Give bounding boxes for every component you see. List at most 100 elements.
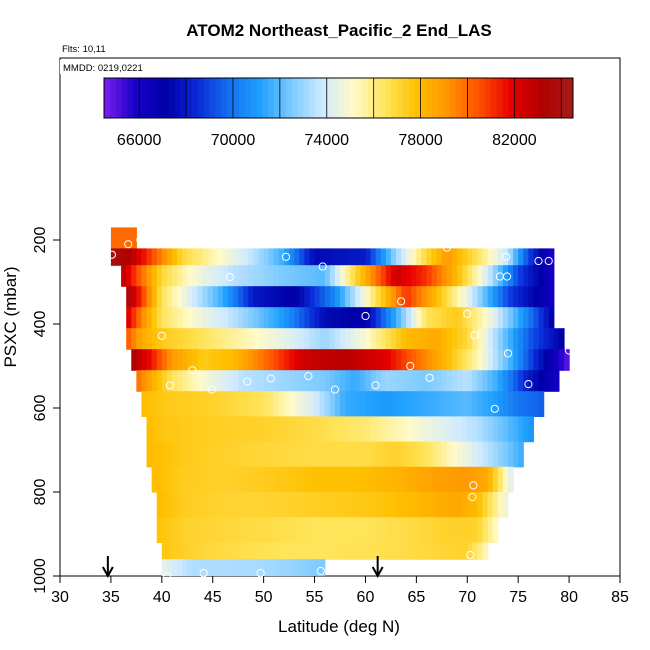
heatmap-cell <box>380 265 387 287</box>
heatmap-cell <box>268 492 275 518</box>
heatmap-cell <box>497 349 504 371</box>
heatmap-cell <box>492 248 499 266</box>
heatmap-cell <box>207 248 214 266</box>
heatmap-cell <box>472 370 479 392</box>
heatmap-cell <box>390 466 397 493</box>
heatmap-cell <box>222 248 229 266</box>
colorbar-segment <box>256 78 263 118</box>
heatmap-cell <box>212 416 219 443</box>
heatmap-cell <box>202 559 209 576</box>
colorbar-segment <box>426 78 433 118</box>
heatmap-cell <box>131 307 137 329</box>
heatmap-cell <box>355 370 361 392</box>
heatmap-cell <box>263 517 270 543</box>
heatmap-cell <box>390 370 397 392</box>
heatmap-cell <box>508 441 514 468</box>
heatmap-cell <box>436 349 443 371</box>
colorbar-segment <box>150 78 158 118</box>
heatmap-cell <box>436 265 443 287</box>
heatmap-cell <box>446 370 453 392</box>
heatmap-cell <box>345 349 351 371</box>
heatmap-cell <box>207 391 214 417</box>
heatmap-cell <box>177 370 183 392</box>
heatmap-cell <box>146 286 153 308</box>
heatmap-cell <box>294 328 300 350</box>
heatmap-cell <box>375 416 382 443</box>
colorbar-segment <box>139 78 146 118</box>
heatmap-cell <box>421 492 428 518</box>
heatmap-cell <box>161 466 168 493</box>
heatmap-cell <box>304 416 311 443</box>
heatmap-cell <box>421 391 428 417</box>
heatmap-cell <box>446 542 453 560</box>
heatmap-cell <box>380 370 387 392</box>
colorbar-segment <box>367 78 375 118</box>
heatmap-cells <box>110 227 570 576</box>
heatmap-cell <box>548 307 555 329</box>
x-tick-label: 65 <box>407 589 425 606</box>
heatmap-cell <box>396 370 402 392</box>
heatmap-cell <box>151 307 158 329</box>
colorbar-segment <box>174 78 181 118</box>
heatmap-cell <box>233 542 239 560</box>
heatmap-cell <box>421 307 428 329</box>
heatmap-cell <box>304 286 311 308</box>
heatmap-cell <box>248 466 255 493</box>
heatmap-cell <box>222 349 229 371</box>
heatmap-cell <box>334 391 341 417</box>
heatmap-cell <box>273 248 280 266</box>
heatmap-cell <box>253 542 260 560</box>
heatmap-cell <box>172 542 178 560</box>
heatmap-cell <box>299 441 305 468</box>
heatmap-cell <box>299 370 305 392</box>
heatmap-cell <box>446 307 453 329</box>
profile-point <box>544 256 553 266</box>
heatmap-cell <box>192 441 199 468</box>
heatmap-cell <box>502 466 509 493</box>
heatmap-cell <box>192 492 199 518</box>
heatmap-cell <box>304 391 311 417</box>
heatmap-cell <box>411 416 417 443</box>
heatmap-cell <box>309 349 316 371</box>
heatmap-cell <box>233 466 239 493</box>
heatmap-cell <box>482 492 489 518</box>
heatmap-cell <box>492 466 499 493</box>
heatmap-cell <box>477 349 484 371</box>
heatmap-cell <box>324 542 331 560</box>
heatmap-cell <box>278 286 285 308</box>
heatmap-cell <box>248 492 255 518</box>
heatmap-cell <box>273 307 280 329</box>
heatmap-cell <box>110 227 117 249</box>
heatmap-cell <box>299 466 305 493</box>
heatmap-cell <box>151 391 158 417</box>
heatmap-cell <box>126 307 132 329</box>
heatmap-cell <box>426 248 433 266</box>
heatmap-cell <box>492 265 499 287</box>
heatmap-cell <box>370 466 377 493</box>
heatmap-cell <box>156 391 163 417</box>
profile-point <box>124 240 133 249</box>
heatmap-cell <box>426 391 433 417</box>
heatmap-cell <box>166 441 173 468</box>
profile-point <box>147 235 156 245</box>
heatmap-cell <box>299 517 305 543</box>
heatmap-cell <box>329 492 336 518</box>
heatmap-cell <box>482 370 489 392</box>
heatmap-cell <box>156 466 163 493</box>
heatmap-cell <box>217 466 224 493</box>
heatmap-cell <box>197 517 204 543</box>
heatmap-cell <box>431 492 438 518</box>
heatmap-cell <box>309 416 316 443</box>
heatmap-cell <box>385 391 392 417</box>
heatmap-cell <box>258 517 265 543</box>
heatmap-cell <box>126 248 132 266</box>
colorbar-segment <box>537 78 545 118</box>
heatmap-cell <box>222 328 229 350</box>
profile-point <box>316 566 325 576</box>
heatmap-cell <box>528 391 535 417</box>
heatmap-cell <box>492 286 499 308</box>
heatmap-cell <box>177 559 183 576</box>
heatmap-cell <box>548 370 555 392</box>
heatmap-cell <box>365 391 372 417</box>
heatmap-cell <box>248 559 255 576</box>
